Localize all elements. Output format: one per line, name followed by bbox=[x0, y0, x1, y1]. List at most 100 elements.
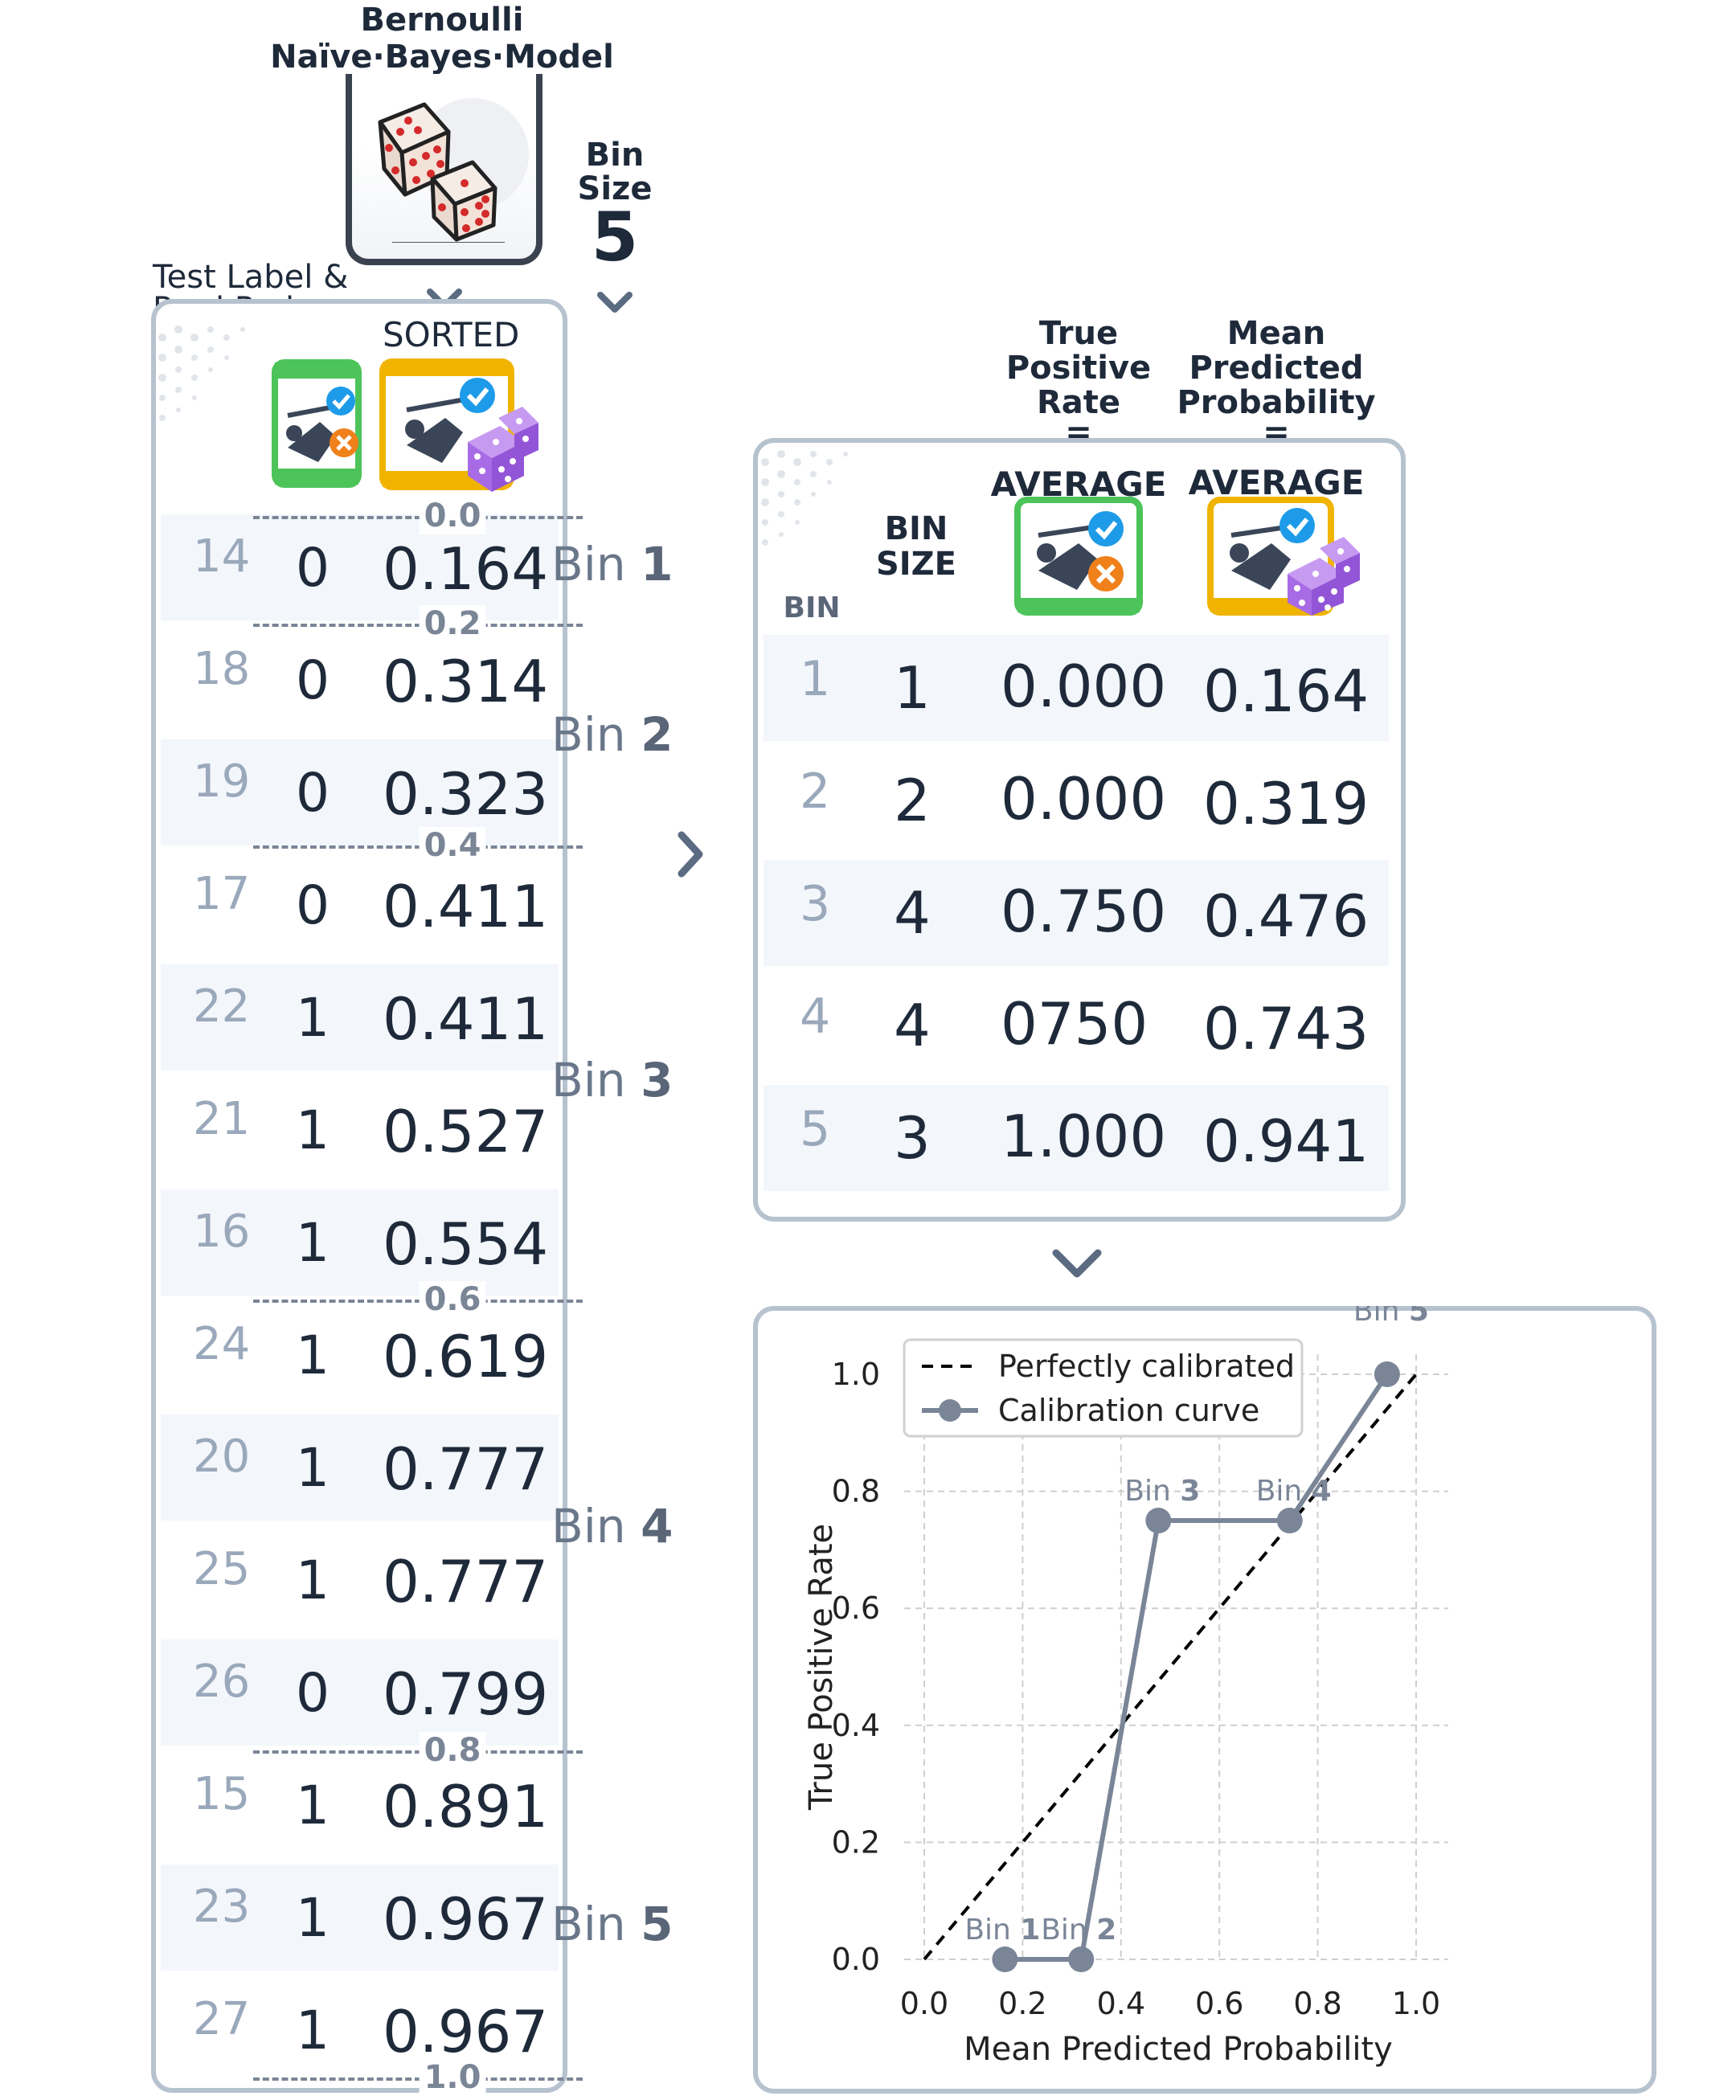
sample-id: 15 bbox=[193, 1768, 251, 1820]
model-title: Bernoulli Naïve·Bayes·Model bbox=[265, 2, 619, 76]
left-caption-line1: Test Label & bbox=[153, 259, 349, 296]
tpr-value: 1.000 bbox=[1001, 1103, 1167, 1170]
bin-label-number: 1 bbox=[641, 537, 674, 592]
test-label: 1 bbox=[296, 1324, 330, 1386]
sample-id: 16 bbox=[193, 1206, 251, 1258]
sample-id: 25 bbox=[193, 1543, 251, 1595]
bin-threshold-label: 0.0 bbox=[419, 497, 486, 534]
bin-size-column-header: BIN SIZE bbox=[860, 511, 972, 582]
sample-id: 22 bbox=[193, 980, 251, 1033]
bin-label-word: Bin bbox=[551, 1897, 626, 1951]
test-label: 1 bbox=[296, 1099, 330, 1161]
pred-prob: 0.554 bbox=[383, 1210, 549, 1278]
pred-prob: 0.314 bbox=[383, 648, 549, 715]
sample-id: 27 bbox=[193, 1993, 251, 2045]
row-background bbox=[161, 964, 559, 1070]
bin-number: 3 bbox=[800, 876, 831, 932]
bin-threshold-label: 1.0 bbox=[419, 2059, 486, 2096]
sample-id: 21 bbox=[193, 1093, 251, 1145]
row-background bbox=[764, 635, 1389, 741]
sample-id: 26 bbox=[193, 1656, 251, 1708]
test-label: 0 bbox=[296, 762, 330, 824]
tpr-value: 0.750 bbox=[1001, 878, 1167, 945]
bin-threshold-label: 0.8 bbox=[419, 1732, 486, 1769]
avg-label-mpp: AVERAGE bbox=[1188, 463, 1365, 502]
tpr-header-line1: True bbox=[1038, 315, 1119, 352]
bin-number: 5 bbox=[800, 1101, 831, 1157]
y-tick-label: 1.0 bbox=[832, 1357, 880, 1392]
mpp-value: 0.941 bbox=[1203, 1107, 1370, 1175]
mpp-header-line2: Predicted bbox=[1189, 350, 1364, 387]
tpr-header-line2: Positive bbox=[1005, 350, 1152, 387]
bin-threshold-label: 0.6 bbox=[419, 1281, 486, 1318]
bin-size-value: 1 bbox=[894, 654, 931, 722]
bin-number: 2 bbox=[800, 763, 831, 820]
bin-label-word: Bin bbox=[551, 1499, 626, 1554]
bin-column-header: BIN bbox=[783, 592, 841, 624]
bin-annotation-word: Bin bbox=[1256, 1475, 1312, 1508]
bin-threshold-label: 0.4 bbox=[419, 827, 486, 864]
test-label: 1 bbox=[296, 1437, 330, 1499]
test-label: 1 bbox=[296, 1775, 330, 1836]
bin-size-column-header-line2: SIZE bbox=[875, 546, 957, 583]
perfectly-calibrated-line bbox=[923, 1373, 1418, 1961]
bin-size-value: 4 bbox=[894, 879, 931, 947]
bin-size-label-line2: Size bbox=[577, 170, 653, 207]
bin-annotation-word: Bin bbox=[1041, 1914, 1096, 1946]
test-label: 1 bbox=[296, 2000, 330, 2061]
pred-prob: 0.777 bbox=[383, 1548, 549, 1615]
mpp-card-icon bbox=[1207, 497, 1360, 616]
mpp-header: Mean Predicted Probability = bbox=[1172, 317, 1381, 449]
sample-id: 23 bbox=[193, 1881, 251, 1933]
bin-annotation-number: 4 bbox=[1312, 1475, 1332, 1508]
pred-prob: 0.411 bbox=[383, 873, 549, 940]
row-background bbox=[161, 1639, 559, 1746]
mpp-value: 0.319 bbox=[1203, 770, 1370, 837]
bin-annotation: Bin 2 bbox=[1041, 1914, 1116, 1946]
legend-entry-curve: Calibration curve bbox=[998, 1393, 1259, 1428]
pred-prob-card-icon bbox=[379, 358, 538, 492]
tpr-card-icon bbox=[1014, 497, 1143, 616]
row-background bbox=[764, 1085, 1389, 1191]
pred-prob: 0.619 bbox=[383, 1323, 549, 1390]
bin-annotation: Bin 3 bbox=[1124, 1475, 1200, 1508]
pred-prob: 0.323 bbox=[383, 760, 549, 828]
pred-prob: 0.967 bbox=[383, 1998, 549, 2065]
pred-prob: 0.527 bbox=[383, 1098, 549, 1165]
bin-size-value: 4 bbox=[894, 992, 931, 1059]
sample-id: 24 bbox=[193, 1318, 251, 1370]
sample-id: 18 bbox=[193, 643, 251, 695]
row-background bbox=[161, 1865, 559, 1971]
bin-annotation-number: 1 bbox=[1020, 1914, 1040, 1946]
x-tick-label: 0.6 bbox=[1195, 1986, 1243, 2021]
dice-icon bbox=[378, 98, 529, 243]
pred-prob: 0.799 bbox=[383, 1660, 549, 1728]
x-tick-label: 1.0 bbox=[1392, 1986, 1440, 2021]
bin-threshold-line bbox=[253, 1750, 583, 1754]
bin-label: Bin 5 bbox=[551, 1897, 673, 1951]
bin-annotation-word: Bin bbox=[1124, 1475, 1180, 1508]
calibration-point bbox=[992, 1946, 1018, 1972]
calibration-point bbox=[1374, 1361, 1400, 1387]
tpr-header-line3: Rate bbox=[1036, 384, 1121, 421]
bin-number: 4 bbox=[800, 989, 831, 1045]
mpp-value: 0.743 bbox=[1203, 995, 1370, 1062]
y-tick-label: 0.8 bbox=[832, 1474, 880, 1509]
pred-prob: 0.411 bbox=[383, 985, 549, 1053]
calibration-chart: 0.0 0.2 0.4 0.6 0.8 1.0 0.0 0.2 0.4 0.6 0.8 1.0 Mean… bbox=[803, 1306, 1448, 2068]
test-label: 1 bbox=[296, 987, 330, 1049]
bin-label-word: Bin bbox=[551, 1053, 626, 1107]
bin-annotation-number: 2 bbox=[1096, 1914, 1116, 1946]
y-axis-label: True Positive Rate bbox=[803, 1524, 840, 1811]
test-label-card-icon bbox=[272, 359, 362, 488]
chevron-down-icon bbox=[1052, 1249, 1102, 1278]
x-tick-label: 0.2 bbox=[998, 1986, 1046, 2021]
row-background bbox=[161, 514, 559, 620]
bin-threshold-line bbox=[253, 2077, 583, 2081]
bin-number: 1 bbox=[800, 651, 831, 707]
test-label: 0 bbox=[296, 1662, 330, 1724]
y-tick-label: 0.0 bbox=[832, 1942, 880, 1977]
bin-annotation: Bin 5 bbox=[1353, 1306, 1429, 1328]
test-label: 0 bbox=[296, 874, 330, 936]
calibration-point bbox=[1068, 1946, 1095, 1972]
